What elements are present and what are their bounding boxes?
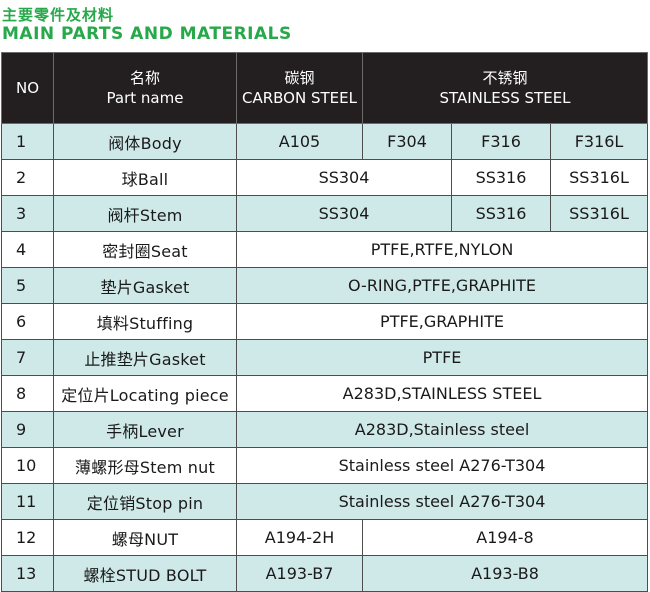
table-row: 4 密封圈Seat PTFE,RTFE,NYLON xyxy=(1,231,649,268)
row-number: 7 xyxy=(1,339,54,376)
material-cell: Stainless steel A276-T304 xyxy=(235,447,649,484)
part-name: 定位片Locating piece xyxy=(53,375,237,412)
table-row: 13 螺栓STUD BOLT A193-B7 A193-B8 xyxy=(1,555,649,592)
material-cell: F316 xyxy=(451,123,551,160)
row-number: 10 xyxy=(1,447,54,484)
material-cell: PTFE,GRAPHITE xyxy=(235,303,649,340)
header-stainless-steel-en: STAINLESS STEEL xyxy=(439,89,571,107)
material-cell: A194-8 xyxy=(361,519,649,556)
part-name: 球Ball xyxy=(53,159,237,196)
material-cell: O-RING,PTFE,GRAPHITE xyxy=(235,267,649,304)
part-name: 垫片Gasket xyxy=(53,267,237,304)
part-name: 薄螺形母Stem nut xyxy=(53,447,237,484)
table-row: 12 螺母NUT A194-2H A194-8 xyxy=(1,519,649,556)
row-number: 12 xyxy=(1,519,54,556)
material-cell: A283D,STAINLESS STEEL xyxy=(235,375,649,412)
table-row: 1 阀体Body A105 F304 F316 F316L xyxy=(1,123,649,160)
row-number: 11 xyxy=(1,483,54,520)
material-cell: Stainless steel A276-T304 xyxy=(235,483,649,520)
table-row: 7 止推垫片Gasket PTFE xyxy=(1,339,649,376)
header-row: NO 名称 Part name 碳钢 CARBON STEEL 不锈钢 STAI… xyxy=(1,52,649,124)
part-name: 阀杆Stem xyxy=(53,195,237,232)
material-cell: PTFE xyxy=(235,339,649,376)
table-row: 2 球Ball SS304 SS316 SS316L xyxy=(1,159,649,196)
material-cell: SS304 xyxy=(236,195,452,232)
header-carbon-steel-cn: 碳钢 xyxy=(284,69,315,87)
material-cell: F316L xyxy=(549,123,649,160)
header-stainless-steel-cn: 不锈钢 xyxy=(482,69,528,87)
row-number: 8 xyxy=(1,375,54,412)
material-cell: F304 xyxy=(362,123,452,160)
part-name: 阀体Body xyxy=(53,123,237,160)
title-chinese: 主要零件及材料 xyxy=(2,6,115,24)
material-cell: A193-B7 xyxy=(236,555,363,592)
material-cell: PTFE,RTFE,NYLON xyxy=(235,231,649,268)
material-cell: SS316L xyxy=(549,195,649,232)
row-number: 1 xyxy=(1,123,54,160)
material-cell: A105 xyxy=(236,123,363,160)
row-number: 9 xyxy=(1,411,54,448)
row-number: 2 xyxy=(1,159,54,196)
row-number: 6 xyxy=(1,303,54,340)
header-no: NO xyxy=(1,52,54,124)
header-part-name: 名称 Part name xyxy=(53,52,237,124)
material-cell: SS316L xyxy=(549,159,649,196)
table-row: 11 定位销Stop pin Stainless steel A276-T304 xyxy=(1,483,649,520)
header-part-name-cn: 名称 xyxy=(129,69,160,87)
table-row: 10 薄螺形母Stem nut Stainless steel A276-T30… xyxy=(1,447,649,484)
part-name: 定位销Stop pin xyxy=(53,483,237,520)
part-name: 手柄Lever xyxy=(53,411,237,448)
header-carbon-steel: 碳钢 CARBON STEEL xyxy=(236,52,363,124)
part-name: 密封圈Seat xyxy=(53,231,237,268)
part-name: 止推垫片Gasket xyxy=(53,339,237,376)
title-english: MAIN PARTS AND MATERIALS xyxy=(2,24,292,44)
material-cell: SS316 xyxy=(451,159,551,196)
materials-table: NO 名称 Part name 碳钢 CARBON STEEL 不锈钢 STAI… xyxy=(1,52,649,592)
row-number: 5 xyxy=(1,267,54,304)
material-cell: A283D,Stainless steel xyxy=(235,411,649,448)
table-row: 3 阀杆Stem SS304 SS316 SS316L xyxy=(1,195,649,232)
material-cell: SS304 xyxy=(236,159,452,196)
table-row: 8 定位片Locating piece A283D,STAINLESS STEE… xyxy=(1,375,649,412)
row-number: 4 xyxy=(1,231,54,268)
table-row: 9 手柄Lever A283D,Stainless steel xyxy=(1,411,649,448)
table-row: 5 垫片Gasket O-RING,PTFE,GRAPHITE xyxy=(1,267,649,304)
row-number: 3 xyxy=(1,195,54,232)
header-part-name-en: Part name xyxy=(106,89,184,107)
header-stainless-steel: 不锈钢 STAINLESS STEEL xyxy=(361,52,649,124)
table-row: 6 填料Stuffing PTFE,GRAPHITE xyxy=(1,303,649,340)
part-name: 螺母NUT xyxy=(53,519,237,556)
material-cell: SS316 xyxy=(451,195,551,232)
part-name: 螺栓STUD BOLT xyxy=(53,555,237,592)
material-cell: A193-B8 xyxy=(361,555,649,592)
material-cell: A194-2H xyxy=(236,519,363,556)
header-carbon-steel-en: CARBON STEEL xyxy=(242,89,357,107)
part-name: 填料Stuffing xyxy=(53,303,237,340)
row-number: 13 xyxy=(1,555,54,592)
